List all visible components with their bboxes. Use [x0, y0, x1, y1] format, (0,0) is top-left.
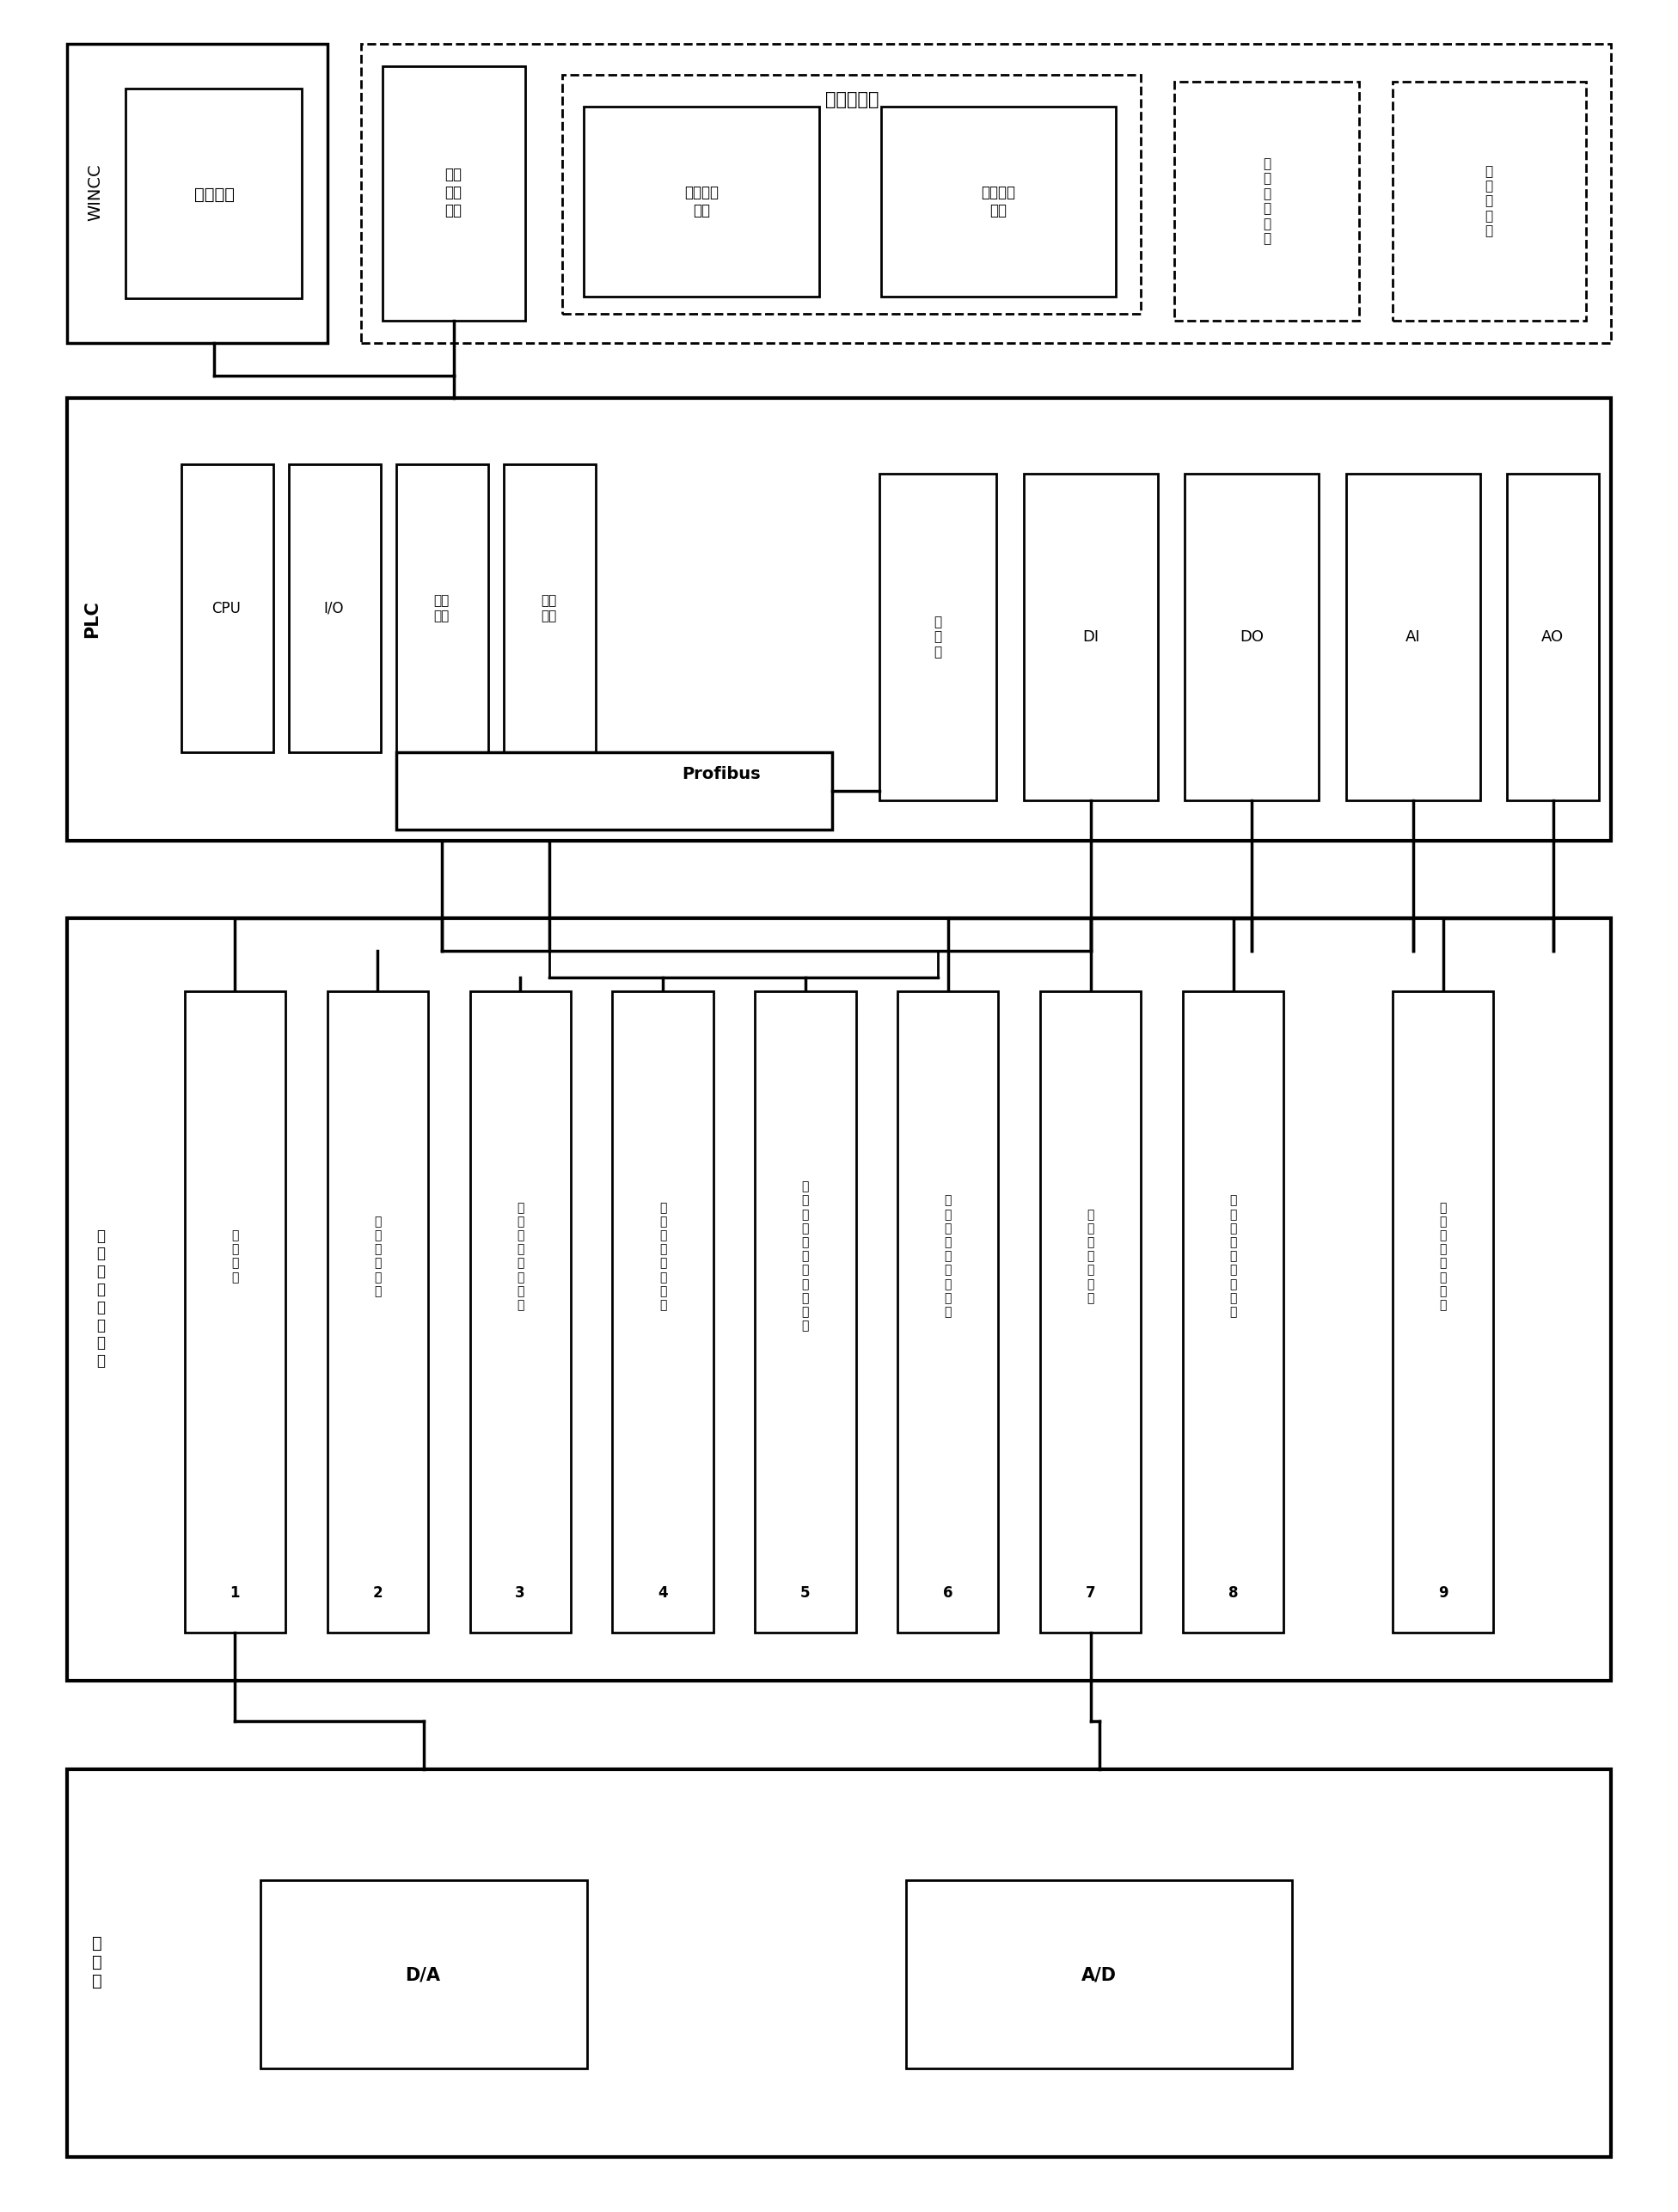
- Text: 通讯
模块: 通讯 模块: [433, 595, 450, 622]
- Text: 在
线
计
算
模
块: 在 线 计 算 模 块: [1264, 157, 1270, 246]
- Bar: [1393, 82, 1586, 321]
- Bar: [1183, 991, 1284, 1632]
- Text: 监控画面: 监控画面: [195, 186, 235, 204]
- Bar: [612, 991, 713, 1632]
- Bar: [879, 473, 997, 801]
- Text: Profibus: Profibus: [683, 765, 760, 783]
- Text: 4: 4: [658, 1586, 668, 1599]
- Bar: [67, 398, 1611, 841]
- Text: 扩
展
槽: 扩 展 槽: [935, 615, 941, 659]
- Text: 遮
蔽
宽
度
调
节
模
拟: 遮 蔽 宽 度 调 节 模 拟: [517, 1201, 524, 1312]
- Text: 侧
喷
开
关
控
制
模
拟: 侧 喷 开 关 控 制 模 拟: [659, 1201, 666, 1312]
- Text: 控制计算
装置: 控制计算 装置: [982, 184, 1015, 219]
- Text: 工
控
机: 工 控 机: [92, 1935, 102, 1989]
- Bar: [584, 106, 819, 296]
- Text: 6: 6: [943, 1586, 953, 1599]
- Text: CPU: CPU: [211, 602, 242, 615]
- Text: 上
下
冷
却
水
域
的
模
拟: 上 下 冷 却 水 域 的 模 拟: [1230, 1194, 1237, 1318]
- Text: 冷
却
设
备
模
拟
装
置: 冷 却 设 备 模 拟 装 置: [96, 1228, 106, 1369]
- Bar: [67, 1770, 1611, 2157]
- Bar: [260, 1880, 587, 2068]
- Text: DI: DI: [1082, 630, 1099, 644]
- Bar: [470, 991, 571, 1632]
- Bar: [562, 75, 1141, 314]
- Text: D/A: D/A: [404, 1966, 441, 1984]
- Bar: [185, 991, 285, 1632]
- Bar: [906, 1880, 1292, 2068]
- Bar: [67, 918, 1611, 1681]
- Text: 过程
控制
模块: 过程 控制 模块: [445, 166, 461, 219]
- Bar: [1024, 473, 1158, 801]
- Text: 2: 2: [373, 1586, 383, 1599]
- Bar: [327, 991, 428, 1632]
- Bar: [1175, 82, 1359, 321]
- Text: 8: 8: [1228, 1586, 1238, 1599]
- Bar: [1346, 473, 1480, 801]
- Text: DO: DO: [1240, 630, 1264, 644]
- Text: 温
度
模
拟: 温 度 模 拟: [232, 1230, 238, 1283]
- Bar: [289, 465, 381, 752]
- Bar: [1185, 473, 1319, 801]
- Bar: [361, 44, 1611, 343]
- Text: 流
量
调
节
模
拟: 流 量 调 节 模 拟: [374, 1217, 381, 1296]
- Bar: [126, 88, 302, 299]
- Bar: [881, 106, 1116, 296]
- Text: PLC: PLC: [84, 599, 101, 639]
- Bar: [181, 465, 274, 752]
- Bar: [1507, 473, 1599, 801]
- Text: 温
度
测
量
显
示
表: 温 度 测 量 显 示 表: [1087, 1208, 1094, 1305]
- Text: AO: AO: [1540, 630, 1564, 644]
- Text: 7: 7: [1086, 1586, 1096, 1599]
- Text: I/O: I/O: [324, 602, 344, 615]
- Text: 后
计
算
模
块: 后 计 算 模 块: [1485, 166, 1492, 237]
- Text: A/D: A/D: [1081, 1966, 1118, 1984]
- Text: WINCC: WINCC: [87, 164, 104, 221]
- Bar: [755, 991, 856, 1632]
- Text: 5: 5: [800, 1586, 810, 1599]
- Text: 物理计算
装置: 物理计算 装置: [685, 184, 718, 219]
- Bar: [1040, 991, 1141, 1632]
- Text: 9: 9: [1438, 1586, 1448, 1599]
- Text: AI: AI: [1404, 630, 1421, 644]
- Text: 1: 1: [230, 1586, 240, 1599]
- Bar: [898, 991, 998, 1632]
- Bar: [396, 752, 832, 830]
- Text: 3: 3: [515, 1586, 525, 1599]
- Bar: [1393, 991, 1493, 1632]
- Text: 光
电
开
关
模
拟
热
金
属
限
距: 光 电 开 关 模 拟 热 金 属 限 距: [802, 1181, 809, 1332]
- Text: 钢
板
运
动
电
机
模
拟: 钢 板 运 动 电 机 模 拟: [1440, 1201, 1446, 1312]
- Text: 预计算模块: 预计算模块: [826, 91, 879, 108]
- Bar: [383, 66, 525, 321]
- Bar: [67, 44, 327, 343]
- Text: 冷
却
阀
开
关
控
制
模
拟: 冷 却 阀 开 关 控 制 模 拟: [945, 1194, 951, 1318]
- Bar: [396, 465, 488, 752]
- Bar: [503, 465, 596, 752]
- Text: 通讯
模块: 通讯 模块: [540, 595, 557, 622]
